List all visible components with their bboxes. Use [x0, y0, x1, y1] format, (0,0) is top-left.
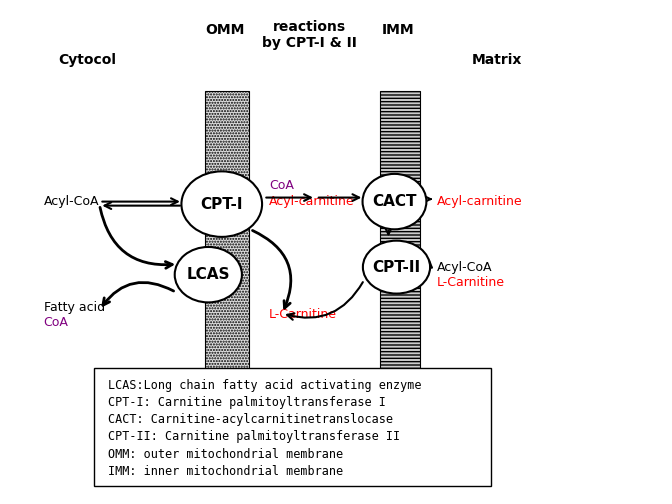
Text: Acyl-carnitine: Acyl-carnitine	[437, 195, 522, 208]
Text: CoA: CoA	[269, 179, 294, 192]
Text: CACT: CACT	[372, 194, 417, 209]
Text: CoA: CoA	[44, 316, 69, 329]
Text: OMM: OMM	[206, 23, 245, 37]
Text: IMM: IMM	[382, 23, 414, 37]
Text: Acyl-CoA: Acyl-CoA	[44, 195, 99, 208]
Text: LCAS:Long chain fatty acid activating enzyme: LCAS:Long chain fatty acid activating en…	[108, 379, 421, 392]
Text: reactions
by CPT-I & II: reactions by CPT-I & II	[261, 20, 357, 50]
Ellipse shape	[363, 174, 426, 229]
Text: L-Carnitine: L-Carnitine	[437, 276, 505, 289]
Text: Matrix: Matrix	[472, 53, 522, 68]
Text: CPT-II: Carnitine palmitoyltransferase II: CPT-II: Carnitine palmitoyltransferase I…	[108, 430, 400, 444]
Text: OMM: outer mitochondrial membrane: OMM: outer mitochondrial membrane	[108, 448, 343, 461]
Ellipse shape	[363, 241, 430, 293]
Text: Fatty acid: Fatty acid	[44, 301, 105, 314]
Bar	[380, 91, 420, 454]
Text: CPT-I: Carnitine palmitoyltransferase I: CPT-I: Carnitine palmitoyltransferase I	[108, 396, 386, 409]
Text: CPT-I: CPT-I	[200, 197, 243, 212]
Text: Acyl-carnitine: Acyl-carnitine	[269, 195, 354, 208]
Text: CACT: Carnitine-acylcarnitinetranslocase: CACT: Carnitine-acylcarnitinetranslocase	[108, 413, 392, 426]
Ellipse shape	[175, 247, 242, 302]
Text: Acyl-CoA: Acyl-CoA	[437, 261, 493, 274]
Ellipse shape	[181, 171, 262, 237]
Bar	[205, 91, 249, 454]
Text: IMM: inner mitochondrial membrane: IMM: inner mitochondrial membrane	[108, 465, 343, 478]
Text: LCAS: LCAS	[187, 267, 230, 282]
Text: Cytocol: Cytocol	[58, 53, 116, 68]
FancyBboxPatch shape	[94, 368, 491, 486]
Text: L-Carnitine: L-Carnitine	[269, 308, 337, 322]
Text: CPT-II: CPT-II	[372, 260, 421, 275]
